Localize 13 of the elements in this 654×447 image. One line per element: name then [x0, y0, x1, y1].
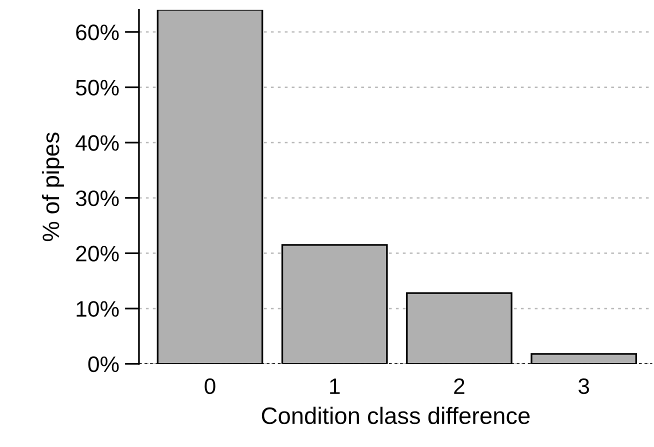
x-tick-label: 1	[330, 378, 340, 394]
y-tick-label: 20%	[76, 246, 119, 262]
y-axis-title: % of pipes	[42, 132, 64, 242]
x-tick-label: 3	[578, 378, 590, 394]
y-tick-label: 10%	[76, 301, 119, 317]
x-tick-label: 0	[204, 378, 216, 394]
y-tick-label: 50%	[76, 80, 119, 96]
y-tick-label: 0%	[88, 356, 119, 372]
x-axis-title: Condition class difference	[262, 406, 530, 424]
y-tick-label: 60%	[76, 24, 119, 40]
y-tick-label: 30%	[76, 190, 119, 206]
x-tick-label: 2	[454, 378, 464, 394]
y-tick-label: 40%	[76, 135, 119, 151]
